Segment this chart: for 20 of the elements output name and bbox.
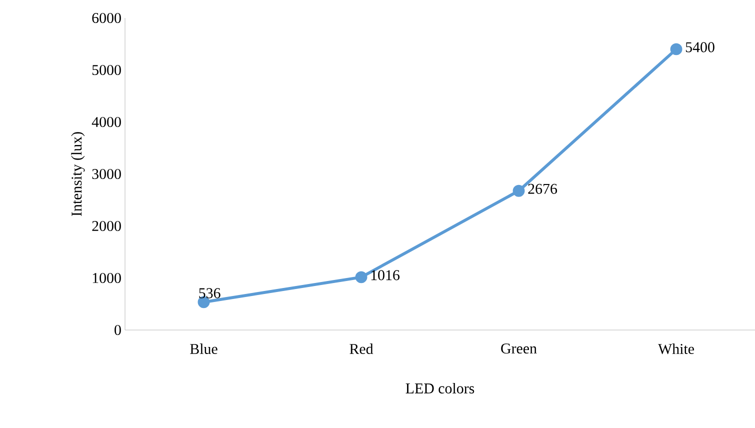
point [512,184,525,197]
y-tick-label: 3000 [92,168,121,180]
x-tick-label: Blue [190,344,218,354]
data-label: 536 [199,288,220,298]
y-tick-label: 2000 [92,220,121,232]
y-tick-label: 1000 [92,272,121,284]
y-tick-label: 4000 [92,116,121,128]
data-label: 1016 [371,270,400,280]
y-tick-label: 6000 [92,12,121,24]
x-tick-label: Red [350,344,374,354]
data-label: 5400 [686,42,714,52]
data-label: 2676 [528,184,558,194]
x-tick-label: Green [501,344,537,354]
point [355,271,368,284]
y-tick-label: 5000 [92,64,121,76]
x-axis-title: LED colors [406,382,474,394]
y-axis-title: Intensity (lux) [71,132,85,216]
point [670,43,682,56]
x-tick-label: White [658,344,694,354]
y-tick-label: 0 [114,324,121,336]
